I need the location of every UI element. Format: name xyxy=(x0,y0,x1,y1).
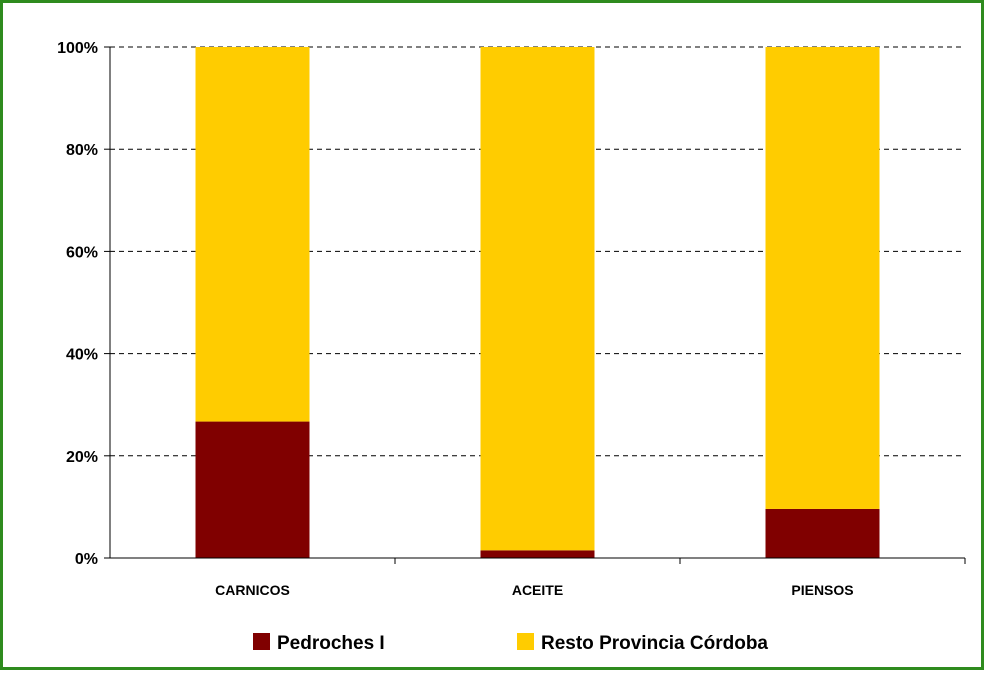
y-tick-label: 60% xyxy=(66,244,98,261)
axes xyxy=(104,46,966,564)
y-tick-label: 40% xyxy=(66,347,98,364)
bars xyxy=(195,47,880,558)
bar-carnicos-series-1 xyxy=(195,421,310,558)
y-tick-label: 20% xyxy=(66,449,98,466)
bar-carnicos-series-2 xyxy=(195,47,310,422)
stacked-bar-chart: 0% 20% 40% 60% 80% 100% CARNICOS ACEITE PIENSOS… xyxy=(57,40,966,654)
bar-piensos-series-2 xyxy=(765,47,880,509)
category-label: CARNICOS xyxy=(215,582,290,598)
bar-piensos-series-1 xyxy=(765,508,880,558)
y-tick-label: 80% xyxy=(66,142,98,159)
legend-label: Pedroches I xyxy=(277,633,385,654)
y-tick-label: 0% xyxy=(75,551,98,568)
legend: Pedroches I Resto Provincia Córdoba xyxy=(253,633,768,654)
bar-aceite-series-2 xyxy=(480,47,595,551)
legend-label: Resto Provincia Córdoba xyxy=(541,633,768,654)
category-label: PIENSOS xyxy=(791,582,853,598)
legend-swatch xyxy=(517,633,534,650)
category-label: ACEITE xyxy=(512,582,563,598)
y-tick-label: 100% xyxy=(57,40,98,57)
bar-aceite-series-1 xyxy=(480,550,595,558)
y-tick-labels: 0% 20% 40% 60% 80% 100% xyxy=(57,40,98,568)
category-labels: CARNICOS ACEITE PIENSOS xyxy=(215,582,853,598)
legend-swatch xyxy=(253,633,270,650)
